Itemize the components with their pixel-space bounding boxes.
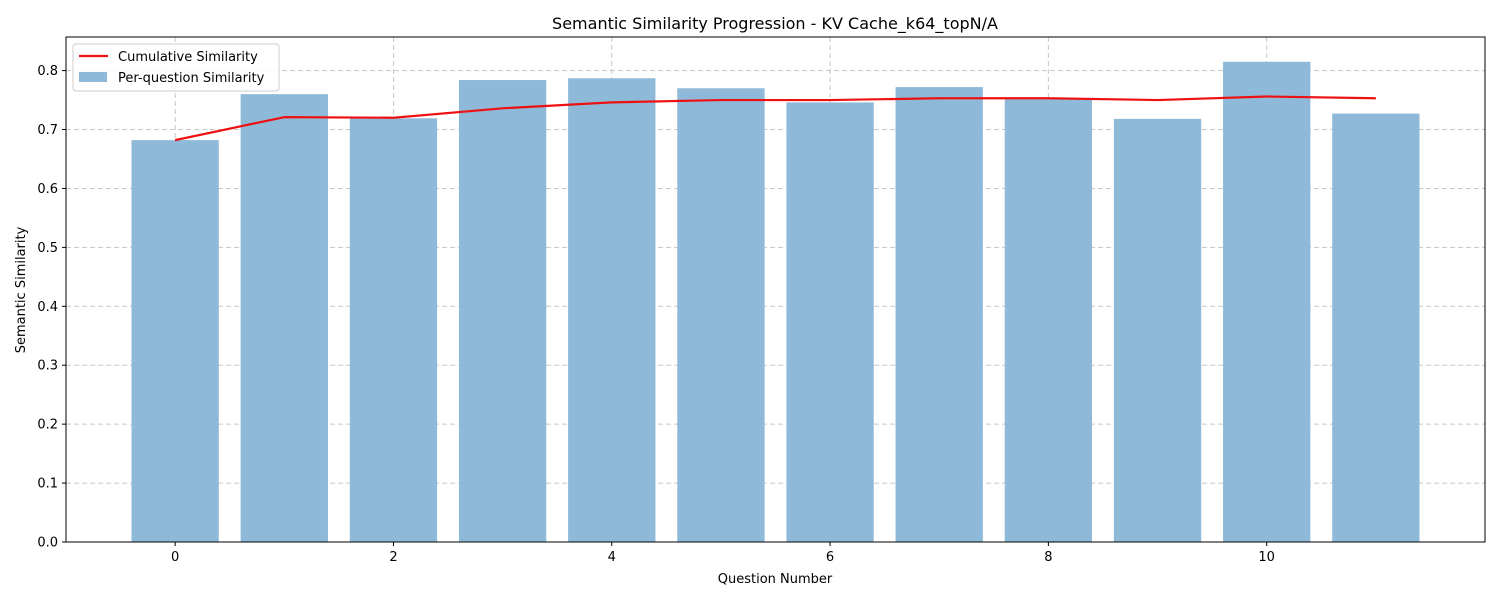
legend-bar-swatch xyxy=(79,72,107,82)
y-tick-label: 0.6 xyxy=(37,182,58,197)
bar xyxy=(1223,61,1311,543)
bar xyxy=(1004,98,1093,543)
y-tick-label: 0.2 xyxy=(37,418,58,433)
y-tick-label: 0.3 xyxy=(37,359,58,374)
legend: Cumulative Similarity Per-question Simila… xyxy=(72,43,280,92)
bar xyxy=(349,118,438,543)
legend-box xyxy=(72,43,280,92)
bar xyxy=(677,88,765,542)
bar xyxy=(568,78,656,543)
x-tick-label: 2 xyxy=(389,550,397,565)
y-axis-label: Semantic Similarity xyxy=(14,226,29,353)
bar xyxy=(131,140,219,543)
x-axis-label: Question Number xyxy=(718,572,833,587)
bar xyxy=(786,102,874,543)
bar xyxy=(240,94,328,542)
chart-title: Semantic Similarity Progression - KV Cac… xyxy=(552,14,998,34)
x-tick-label: 10 xyxy=(1258,550,1275,565)
bar xyxy=(458,80,547,543)
bar xyxy=(1332,113,1420,542)
plot-frame xyxy=(65,36,1486,543)
y-tick-label: 0.7 xyxy=(37,123,58,138)
y-tick-label: 0.8 xyxy=(37,64,58,79)
y-tick-label: 0.5 xyxy=(37,241,58,256)
x-tick-label: 4 xyxy=(608,550,616,565)
bar xyxy=(895,87,983,542)
x-tick-label: 6 xyxy=(826,550,834,565)
legend-label-cumulative: Cumulative Similarity xyxy=(118,50,258,65)
legend-label-per-question: Per-question Similarity xyxy=(118,71,265,86)
bar xyxy=(1113,118,1202,542)
bar-series xyxy=(131,61,1420,543)
x-axis: 0 2 4 6 8 10 xyxy=(171,542,1275,565)
y-axis: 0.0 0.1 0.2 0.3 0.4 0.5 0.6 0.7 0.8 xyxy=(37,64,66,551)
x-tick-label: 0 xyxy=(171,550,179,565)
y-tick-label: 0.4 xyxy=(37,300,58,315)
line-series xyxy=(174,95,1376,142)
y-tick-label: 0.0 xyxy=(37,536,58,551)
y-tick-label: 0.1 xyxy=(37,477,58,492)
cumulative-line xyxy=(174,95,1376,142)
x-tick-label: 8 xyxy=(1044,550,1052,565)
